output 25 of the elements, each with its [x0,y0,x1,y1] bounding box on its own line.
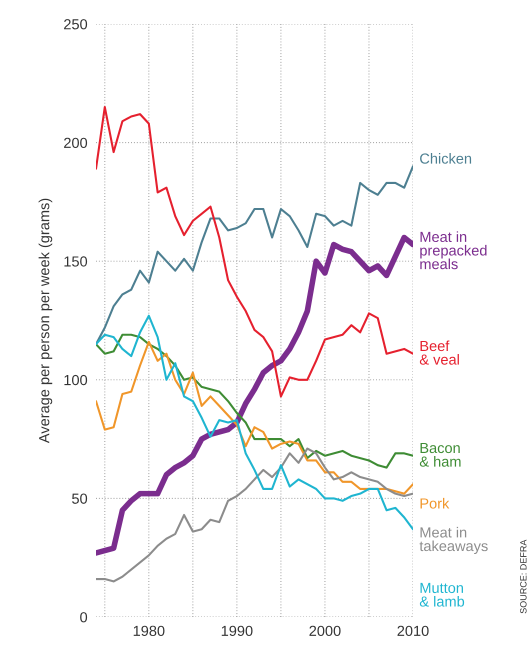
series-label: Meat in prepacked meals [420,231,487,270]
x-tick-label: 1980 [134,626,164,636]
text: Meat in takeaways [420,526,488,554]
line-series [96,106,413,398]
y-tick-label: 150 [64,256,88,267]
y-axis-title: Average per person per week (grams) [38,198,52,444]
line-series [96,334,413,469]
text: Mutton & lamb [420,582,464,607]
source-note: SOURCE: DEFRA [520,540,527,614]
line-series [96,448,413,582]
y-tick-label: 100 [64,374,88,386]
x-tick-label: 2000 [309,626,341,636]
series-label: Bacon & ham [420,442,461,467]
x-tick-label: 2010 [398,626,429,636]
y-tick-label: 250 [64,19,88,30]
x-tick-label: 1990 [222,626,253,636]
y-tick-label: 200 [64,138,88,148]
series-label: Beef & veal [420,340,459,365]
series-label: Chicken [420,153,472,164]
y-tick-label: 50 [72,494,88,504]
line-series [96,340,413,495]
y-tick-label: 0 [80,612,88,622]
series-label: Pork [420,498,450,509]
line-series [96,165,413,346]
line-series [96,314,413,530]
